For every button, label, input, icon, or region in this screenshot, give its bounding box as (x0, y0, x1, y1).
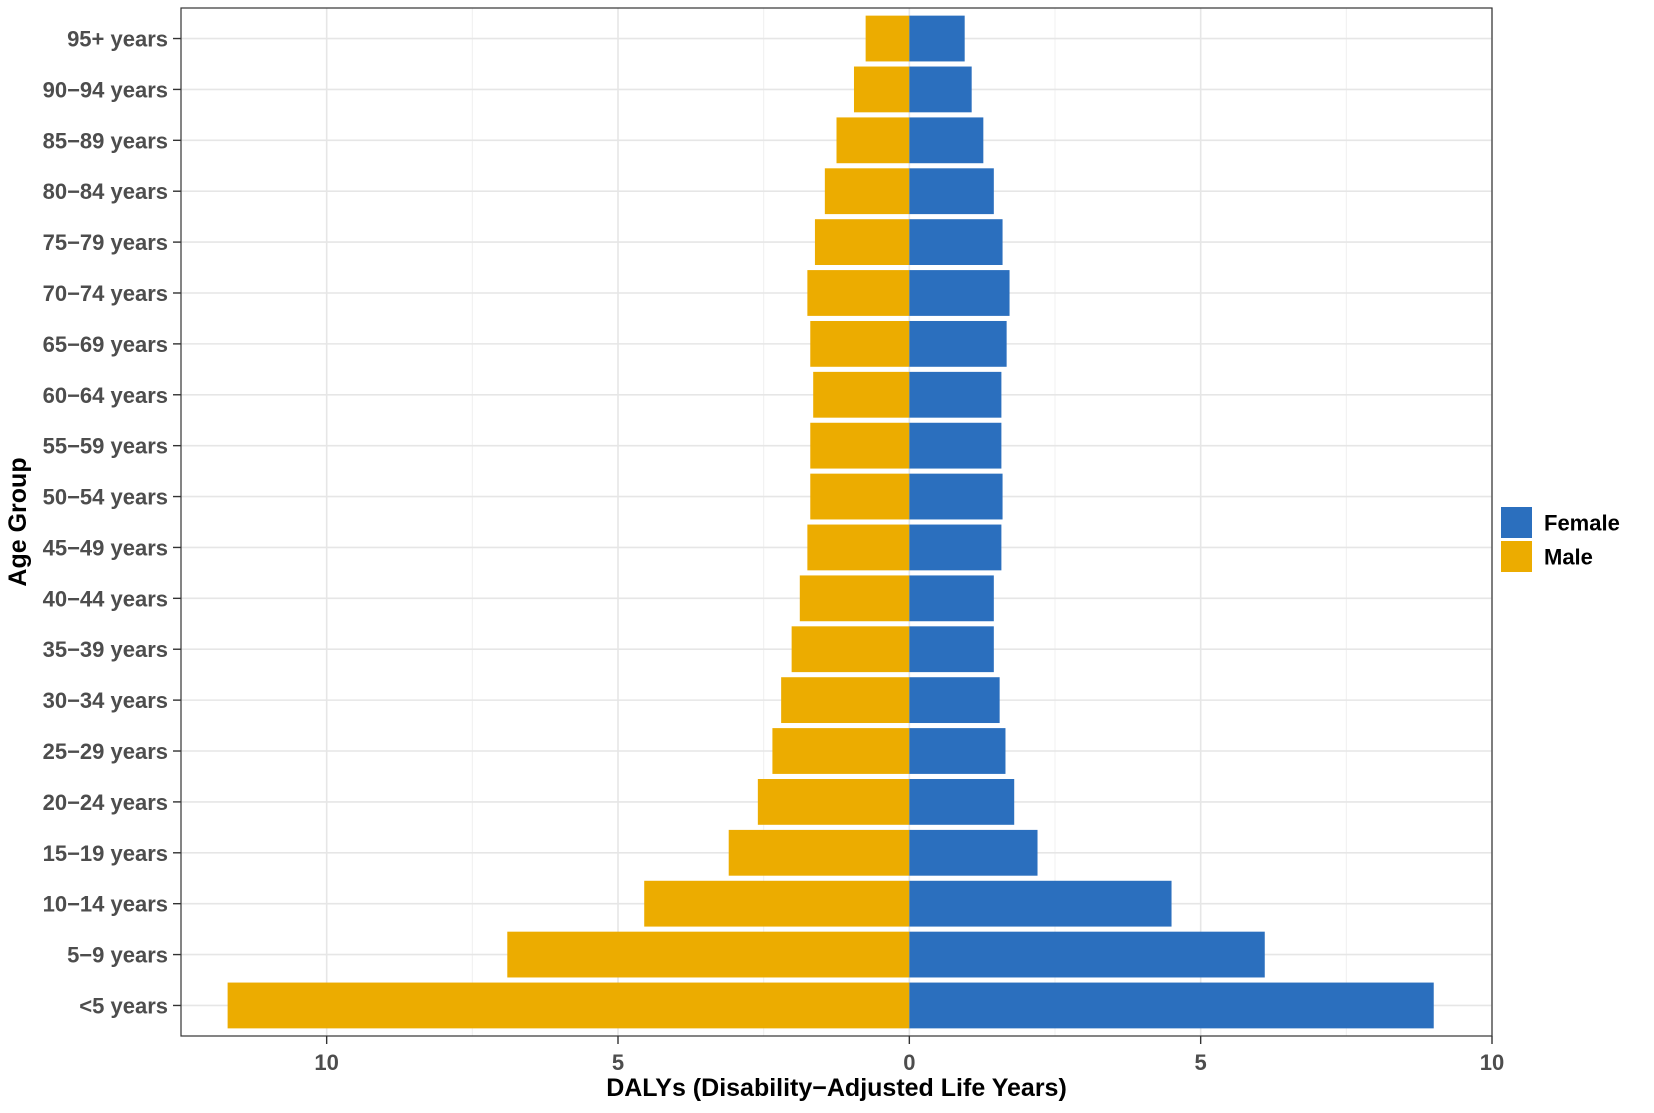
bar-female (909, 677, 1000, 724)
y-axis-title: Age Group (4, 457, 32, 586)
bar-female (909, 219, 1003, 265)
bar-female (909, 779, 1015, 825)
legend-label-female: Female (1544, 511, 1620, 536)
bar-male (813, 371, 910, 418)
x-tick-label: 0 (903, 1050, 915, 1075)
bar-female (909, 422, 1002, 469)
axis-layer: <5 years 5−9 years 10−14 years 15−19 years 2… (43, 27, 1505, 1075)
bar-female (909, 575, 994, 622)
bar-male (836, 117, 910, 164)
bar-female (909, 117, 984, 164)
bar-male (810, 473, 910, 520)
bar-male (865, 15, 910, 62)
y-tick-label: <5 years (79, 993, 168, 1018)
bar-female (909, 473, 1003, 520)
bar-female (909, 15, 965, 62)
y-tick-label: 60−64 years (43, 383, 168, 408)
bar-male (824, 168, 910, 215)
y-tick-label: 10−14 years (43, 892, 168, 917)
bar-female (909, 66, 972, 113)
bar-male (807, 270, 910, 316)
legend: Female Male (1501, 507, 1620, 572)
panel-border (180, 7, 1493, 1037)
y-tick-label: 35−39 years (43, 637, 168, 662)
bar-male (807, 524, 910, 571)
bar-male (814, 219, 910, 265)
y-tick-label: 45−49 years (43, 535, 168, 560)
bar-male (810, 422, 910, 469)
legend-label-male: Male (1544, 545, 1593, 570)
bar-female (909, 982, 1434, 1029)
y-tick-label: 50−54 years (43, 485, 168, 510)
y-tick-label: 80−84 years (43, 179, 168, 204)
bar-female (909, 931, 1265, 978)
y-tick-label: 55−59 years (43, 434, 168, 459)
legend-key-male (1501, 541, 1532, 572)
bar-female (909, 524, 1002, 571)
bar-male (644, 880, 910, 927)
bar-male (757, 779, 910, 825)
bar-female (909, 880, 1172, 927)
bar-female (909, 168, 994, 215)
x-tick-label: 10 (1480, 1050, 1504, 1075)
bar-male (227, 982, 910, 1029)
bar-male (810, 320, 910, 367)
x-tick-label: 5 (1195, 1050, 1207, 1075)
y-tick-label: 85−89 years (43, 128, 168, 153)
bar-female (909, 371, 1002, 418)
bar-female (909, 728, 1006, 774)
bar-female (909, 320, 1007, 367)
y-tick-label: 15−19 years (43, 841, 168, 866)
bar-female (909, 626, 994, 673)
y-tick-label: 75−79 years (43, 230, 168, 255)
y-tick-label: 20−24 years (43, 790, 168, 815)
x-axis-title: DALYs (Disability−Adjusted Life Years) (606, 1074, 1067, 1102)
bars-layer (227, 15, 1434, 1029)
y-tick-label: 30−34 years (43, 688, 168, 713)
y-tick-label: 5−9 years (67, 943, 168, 968)
x-tick-label: 10 (314, 1050, 338, 1075)
bar-male (799, 575, 910, 622)
bar-male (507, 931, 910, 978)
y-tick-label: 65−69 years (43, 332, 168, 357)
legend-key-female (1501, 507, 1532, 538)
bar-male (781, 677, 910, 724)
y-tick-label: 90−94 years (43, 77, 168, 102)
y-tick-label: 40−44 years (43, 586, 168, 611)
bar-female (909, 829, 1038, 876)
y-tick-label: 70−74 years (43, 281, 168, 306)
x-tick-label: 5 (612, 1050, 624, 1075)
bar-male (853, 66, 910, 113)
bar-male (772, 728, 910, 774)
y-tick-label: 95+ years (67, 27, 168, 52)
bar-female (909, 270, 1010, 316)
bar-male (791, 626, 910, 673)
bar-male (728, 829, 910, 876)
y-tick-label: 25−29 years (43, 739, 168, 764)
